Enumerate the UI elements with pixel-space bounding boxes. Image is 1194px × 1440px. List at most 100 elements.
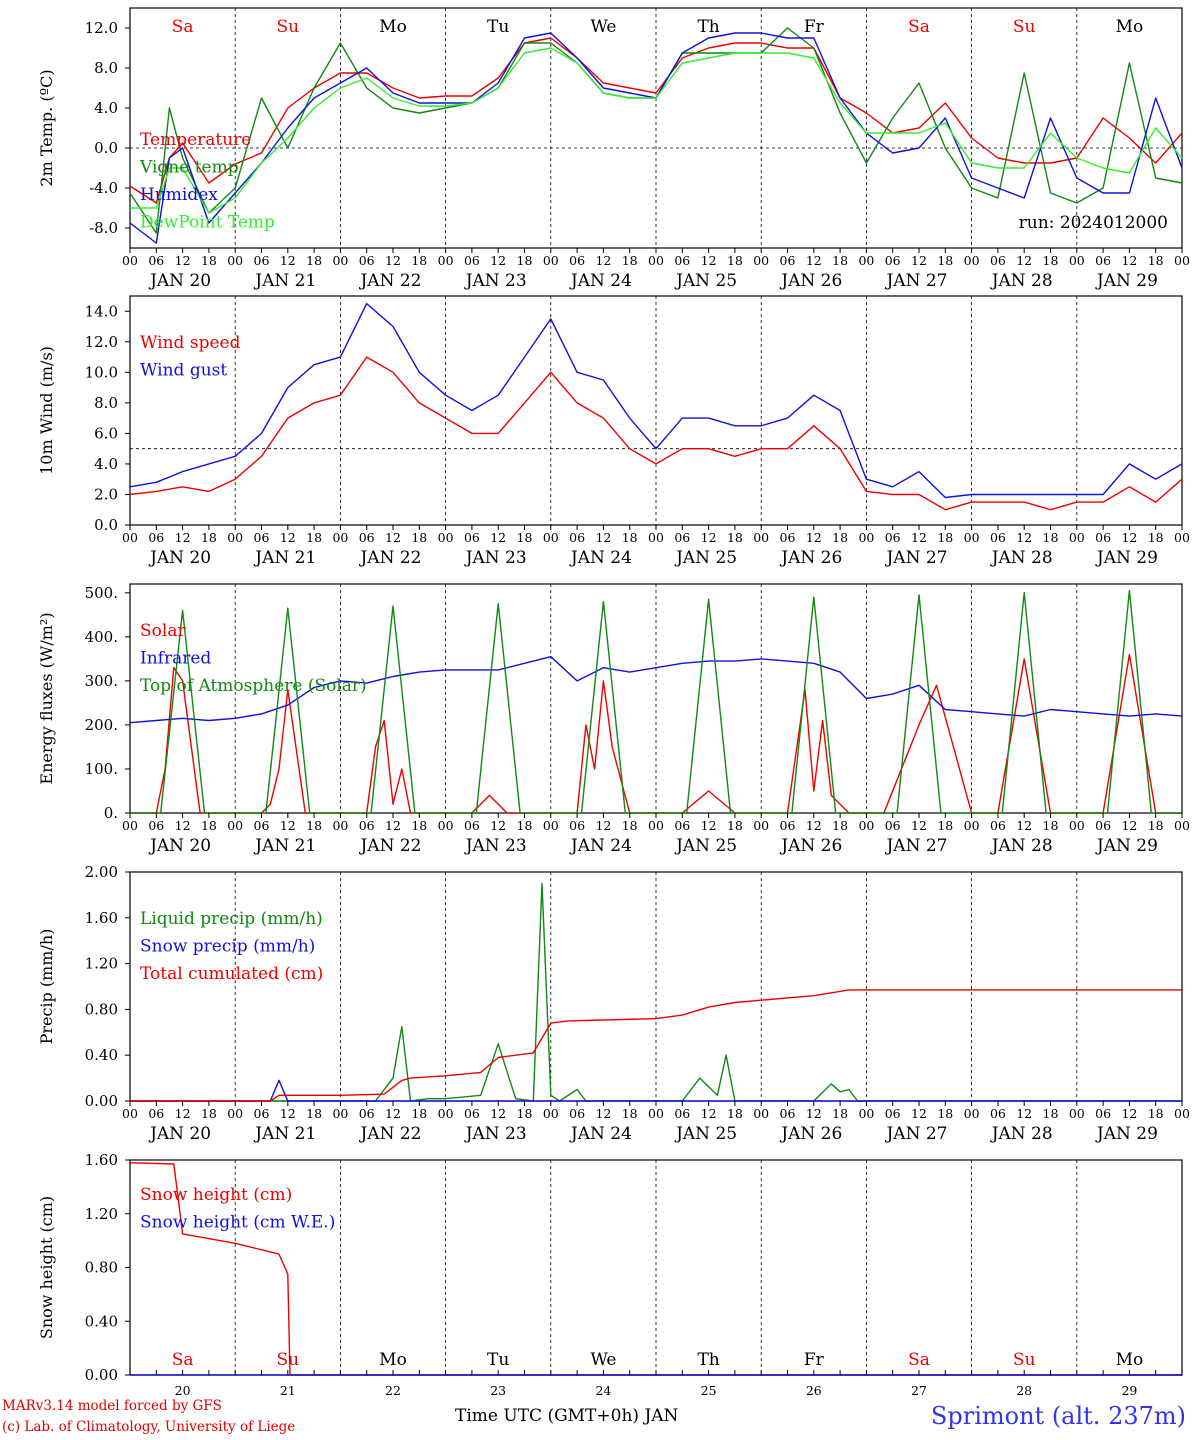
y-axis-label: Precip (mm/h) [37,929,56,1045]
hour-tick-label: 06 [148,253,164,268]
hour-tick-label: 18 [622,530,638,545]
y-tick-label: 4.0 [94,99,118,117]
hour-tick-label: 12 [911,530,927,545]
y-tick-label: 12.0 [85,333,118,351]
day-label: JAN 24 [569,548,632,568]
y-axis-label: 10m Wind (m/s) [37,346,56,475]
hour-tick-label: 12 [385,818,401,833]
hour-tick-label: 06 [569,253,585,268]
hour-tick-label: 06 [990,818,1006,833]
hour-tick-label: 06 [780,253,796,268]
weekday-label: Th [697,1350,719,1370]
hour-tick-label: 12 [280,253,296,268]
hour-tick-label: 12 [806,253,822,268]
day-number-label: 29 [1121,1383,1137,1398]
hour-tick-label: 18 [832,1106,848,1121]
hour-tick-label: 18 [201,530,217,545]
y-tick-label: 14.0 [85,302,118,320]
series-line [129,302,1183,499]
day-number-label: 22 [385,1383,401,1398]
day-label: JAN 24 [569,1124,632,1144]
day-label: JAN 29 [1095,1124,1158,1144]
series-line [129,1162,1182,1376]
day-label: JAN 28 [990,548,1053,568]
day-label: JAN 22 [358,548,421,568]
y-tick-label: 10.0 [85,363,118,381]
y-tick-label: 0.0 [94,139,118,157]
hour-tick-label: 06 [1095,530,1111,545]
y-tick-label: 1.60 [85,1151,118,1169]
hour-tick-label: 18 [727,1106,743,1121]
hour-tick-label: 18 [306,1106,322,1121]
credit-line-lab: (c) Lab. of Climatology, University of L… [2,1419,296,1435]
legend-entry: Top of Atmosphere (Solar) [140,676,367,696]
hour-tick-label: 06 [359,1106,375,1121]
hour-tick-label: 18 [517,818,533,833]
weekday-label: Th [697,17,719,37]
day-label: JAN 26 [779,548,842,568]
hour-tick-label: 00 [438,253,454,268]
day-label: JAN 27 [884,271,947,291]
hour-tick-label: 12 [385,530,401,545]
legend-entry: Snow height (cm W.E.) [140,1213,335,1233]
hour-tick-label: 06 [569,530,585,545]
hour-tick-label: 18 [1148,818,1164,833]
hour-tick-label: 06 [148,1106,164,1121]
hour-tick-label: 00 [964,818,980,833]
hour-tick-label: 06 [1095,253,1111,268]
hour-tick-label: 18 [727,253,743,268]
hour-tick-label: 00 [122,253,138,268]
weekday-label: Su [1013,17,1036,37]
y-tick-label: -8.0 [89,219,118,237]
hour-tick-label: 18 [1043,253,1059,268]
y-tick-label: 0.00 [85,1092,118,1110]
legend-entry: Temperature [140,130,251,150]
y-tick-label: 0.40 [85,1312,118,1330]
y-tick-label: 500. [85,584,118,602]
weekday-label: Fr [804,1350,825,1370]
hour-tick-label: 18 [937,818,953,833]
hour-tick-label: 06 [1095,818,1111,833]
series-line [129,37,1183,204]
hour-tick-label: 12 [701,818,717,833]
hour-tick-label: 12 [1016,253,1032,268]
hour-tick-label: 06 [254,1106,270,1121]
day-number-label: 27 [911,1383,927,1398]
day-number-label: 23 [490,1383,506,1398]
y-tick-label: 1.60 [85,909,118,927]
hour-tick-label: 00 [1174,530,1190,545]
hour-tick-label: 18 [517,1106,533,1121]
hour-tick-label: 06 [569,1106,585,1121]
day-label: JAN 21 [253,271,316,291]
hour-tick-label: 00 [753,530,769,545]
hour-tick-label: 00 [438,530,454,545]
y-tick-label: 0. [104,804,118,822]
weekday-label: Su [1013,1350,1036,1370]
hour-tick-label: 12 [1121,530,1137,545]
hour-tick-label: 18 [411,1106,427,1121]
legend-entry: Wind speed [140,333,241,353]
day-number-label: 28 [1016,1383,1032,1398]
hour-tick-label: 00 [753,1106,769,1121]
legend-entry: Wind gust [140,361,227,381]
day-label: JAN 26 [779,1124,842,1144]
hour-tick-label: 12 [701,530,717,545]
hour-tick-label: 00 [227,253,243,268]
day-label: JAN 20 [148,1124,211,1144]
y-tick-label: 0.80 [85,1259,118,1277]
series-line [129,356,1183,511]
hour-tick-label: 18 [1148,530,1164,545]
hour-tick-label: 18 [517,530,533,545]
hour-tick-label: 00 [332,818,348,833]
day-label: JAN 23 [464,836,527,856]
hour-tick-label: 00 [648,530,664,545]
weekday-label: Sa [908,1350,930,1370]
hour-tick-label: 18 [622,253,638,268]
run-label: run: 2024012000 [1019,213,1168,233]
day-label: JAN 29 [1095,548,1158,568]
day-label: JAN 29 [1095,271,1158,291]
hour-tick-label: 00 [1069,253,1085,268]
hour-tick-label: 06 [990,530,1006,545]
hour-tick-label: 00 [858,530,874,545]
hour-tick-label: 00 [543,1106,559,1121]
